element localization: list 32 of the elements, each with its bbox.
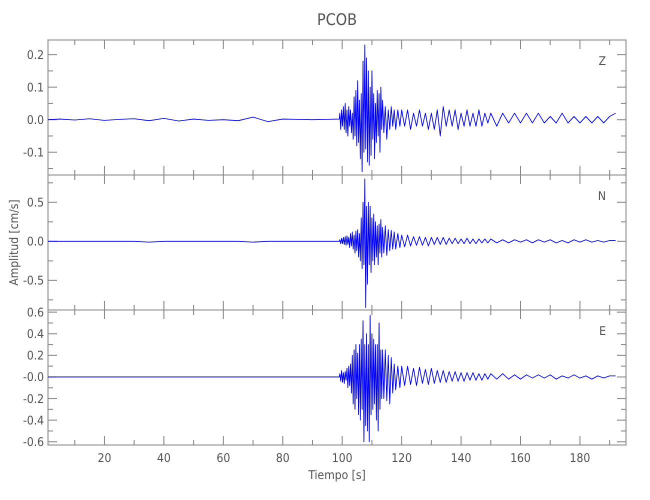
y-tick-label: -0.5: [22, 274, 44, 288]
y-tick-label: 0.4: [26, 326, 44, 341]
y-tick-label: 0.6: [26, 305, 44, 320]
x-tick-label: 80: [276, 451, 290, 465]
y-tick-label: -0.2: [22, 392, 44, 406]
y-tick-label: -0.4: [22, 413, 44, 428]
y-tick-label: 0.2: [26, 48, 44, 62]
y-tick-label: -0.0: [22, 370, 44, 384]
y-tick-label: 0.5: [26, 196, 44, 210]
y-tick-label: 0.0: [26, 112, 44, 127]
annotation: Z: [598, 54, 606, 68]
line-series: [48, 315, 616, 442]
line-series: [48, 178, 616, 308]
x-tick-label: 140: [450, 451, 472, 465]
x-tick-label: 100: [332, 451, 353, 465]
y-tick-label: 0.1: [26, 80, 44, 94]
annotation: E: [599, 324, 606, 338]
annotation: N: [598, 189, 606, 203]
y-tick-label: 0.0: [26, 234, 44, 249]
x-tick-label: 60: [216, 451, 230, 465]
y-axis-title: Amplitud [cm/s]: [7, 199, 21, 286]
x-tick-label: 180: [570, 451, 590, 465]
x-tick-label: 120: [391, 451, 412, 465]
x-tick-label: 40: [157, 451, 171, 465]
chart-title: PCOB: [317, 10, 357, 29]
y-tick-label: -0.6: [22, 434, 44, 449]
line-series: [48, 44, 616, 172]
x-tick-label: 160: [510, 451, 531, 465]
x-axis-title: Tiempo [s]: [307, 468, 366, 482]
y-tick-label: 0.2: [26, 348, 44, 363]
y-tick-label: -0.1: [22, 145, 44, 160]
x-tick-label: 20: [98, 451, 112, 465]
